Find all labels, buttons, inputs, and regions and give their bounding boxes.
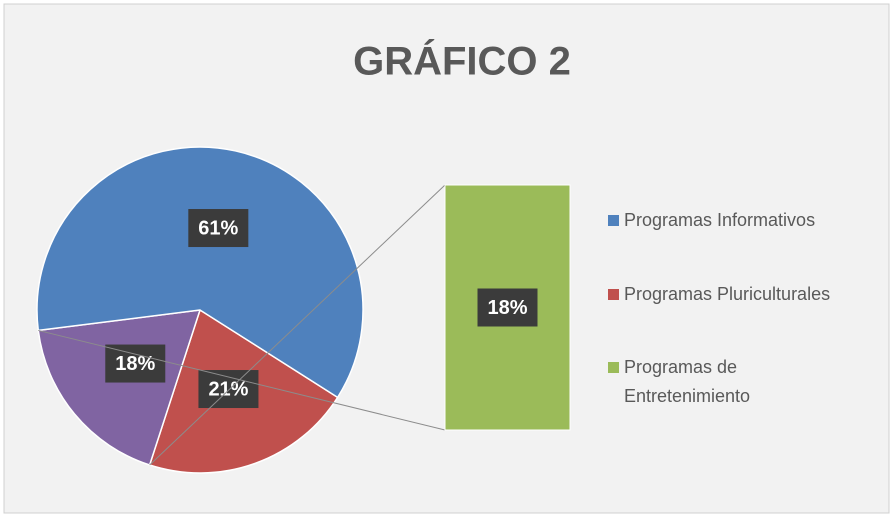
legend-label: Programas de Entretenimiento (624, 357, 751, 406)
chart-title: GRÁFICO 2 (353, 39, 571, 84)
data-label-box (477, 288, 538, 327)
data-label-box (188, 209, 249, 248)
legend-swatch (608, 289, 619, 300)
pie-slice (36, 146, 364, 399)
legend-swatch (608, 215, 619, 226)
legend-label: Programas Informativos (624, 210, 816, 230)
connector (149, 184, 446, 466)
data-label-box (105, 344, 166, 383)
data-label: 18% (115, 353, 155, 375)
data-label: 21% (208, 378, 248, 400)
data-label-box (198, 370, 259, 409)
legend-swatch (608, 362, 619, 373)
legend-label: Programas Pluriculturales (624, 284, 831, 304)
data-label: 61% (198, 217, 238, 239)
data-label: 18% (487, 297, 527, 319)
connector (38, 329, 446, 431)
